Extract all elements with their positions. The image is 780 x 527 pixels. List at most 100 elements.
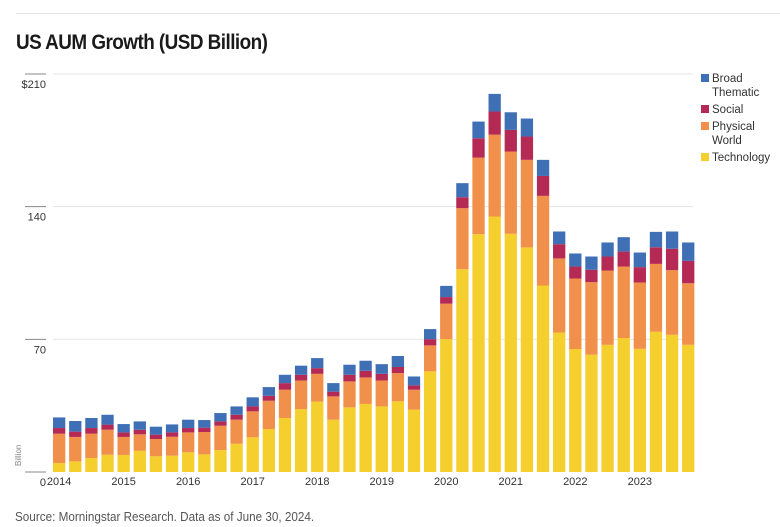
bar-segment-social [117, 432, 130, 437]
bar-segment-physical-world [569, 278, 582, 349]
bar-segment-technology [407, 409, 421, 472]
bar-segment-broad-thematic [536, 159, 550, 176]
bar-segment-social [165, 432, 179, 437]
bar-segment-social [423, 339, 437, 346]
bar-segment-broad-thematic [343, 364, 356, 375]
x-tick-label: 2018 [305, 476, 329, 488]
bar-segment-physical-world [375, 380, 388, 407]
bar-segment-technology [53, 463, 66, 472]
bar-segment-broad-thematic [440, 285, 453, 298]
bar-segment-social [294, 374, 308, 381]
legend-label: World [712, 135, 742, 147]
chart-title: US AUM Growth (USD Billion) [16, 31, 268, 54]
bar-segment-broad-thematic [601, 242, 614, 257]
bar-segment-physical-world [117, 436, 130, 455]
bar-segment-broad-thematic [359, 360, 372, 371]
bar-segment-technology [165, 455, 179, 472]
bar-segment-technology [585, 354, 598, 472]
bar-segment-broad-thematic [133, 421, 146, 430]
bar-segment-physical-world [149, 439, 163, 457]
legend-label: Social [712, 104, 743, 116]
bar-segment-social [198, 427, 211, 433]
bar-segment-broad-thematic [230, 406, 243, 415]
legend-swatch [701, 105, 709, 113]
legend-label: Thematic [712, 87, 760, 99]
bar-segment-broad-thematic [214, 413, 227, 422]
bar-segment-social [391, 367, 405, 374]
bar-segment-physical-world [407, 389, 421, 410]
bar-segment-social [182, 428, 195, 433]
bar-segment-physical-world [391, 373, 405, 402]
x-tick-label: 2023 [628, 476, 652, 488]
legend-label: Broad [712, 73, 743, 85]
bar-segment-physical-world [665, 270, 679, 335]
bar-segment-broad-thematic [472, 121, 485, 139]
legend-label: Technology [712, 152, 770, 164]
x-tick-label: 2016 [176, 476, 200, 488]
bar-segment-physical-world [327, 396, 340, 420]
bar-segment-technology [504, 233, 517, 472]
bar-segment-technology [440, 339, 453, 472]
bar-segment-technology [649, 331, 663, 472]
bar-segment-physical-world [423, 345, 437, 372]
bar-segment-broad-thematic [198, 420, 211, 428]
bar-segment-physical-world [101, 429, 114, 455]
bar-segment-technology [359, 403, 372, 472]
y-axis-label: Billion [14, 445, 23, 466]
bar-segment-physical-world [633, 282, 646, 349]
bar-segment-physical-world [69, 436, 82, 462]
bar-segment-broad-thematic [278, 374, 292, 384]
x-tick-label: 2022 [563, 476, 587, 488]
bar-segment-broad-thematic [182, 419, 195, 429]
legend-swatch [701, 122, 709, 130]
bar-segment-physical-world [520, 159, 534, 248]
bar-segment-physical-world [440, 303, 453, 340]
y-tick-label: 0 [40, 477, 46, 489]
bar-segment-technology [198, 454, 211, 472]
bar-segment-social [472, 138, 485, 158]
bar-segment-technology [133, 450, 146, 472]
legend-swatch [701, 74, 709, 82]
bars [53, 93, 695, 472]
bar-segment-physical-world [246, 411, 259, 438]
bar-segment-social [85, 428, 98, 434]
bar-segment-technology [230, 443, 243, 472]
bar-segment-physical-world [198, 432, 211, 455]
bar-segment-technology [682, 344, 695, 472]
bar-segment-social [407, 385, 421, 390]
legend: Broad Thematic Social Physical World Technolo… [701, 73, 770, 164]
y-tick-label: $210 [22, 79, 46, 91]
bar-segment-social [359, 370, 372, 378]
bar-segment-social [504, 129, 517, 152]
bar-segment-broad-thematic [407, 376, 421, 386]
bar-segment-physical-world [553, 258, 566, 333]
bar-segment-broad-thematic [117, 424, 130, 433]
x-tick-label: 2015 [111, 476, 135, 488]
bar-segment-social [585, 269, 598, 283]
bar-segment-social [246, 406, 259, 412]
bar-segment-technology [391, 401, 405, 472]
bar-segment-social [665, 248, 679, 271]
bar-segment-social [488, 111, 501, 135]
bar-segment-technology [472, 234, 485, 472]
bar-segment-technology [327, 419, 340, 472]
bar-segment-broad-thematic [665, 231, 679, 249]
x-axis: 2014 2015 2016 2017 2018 2019 2020 2021 2022 2023 [47, 476, 652, 488]
bar-segment-broad-thematic [569, 253, 582, 267]
bar-segment-broad-thematic [375, 364, 388, 374]
bar-segment-physical-world [262, 400, 275, 429]
bar-segment-social [53, 428, 66, 434]
bar-segment-physical-world [456, 208, 469, 270]
bar-segment-social [440, 297, 453, 304]
bar-segment-broad-thematic [85, 417, 98, 429]
bar-segment-technology [246, 437, 259, 472]
bar-segment-broad-thematic [488, 93, 501, 112]
legend-swatch [701, 153, 709, 161]
bar-segment-broad-thematic [294, 365, 308, 375]
bar-segment-technology [601, 344, 614, 472]
bar-segment-broad-thematic [585, 256, 598, 270]
bar-segment-physical-world [359, 377, 372, 404]
bar-segment-technology [520, 247, 534, 472]
bar-segment-technology [343, 407, 356, 472]
y-tick-label: 70 [34, 344, 46, 356]
